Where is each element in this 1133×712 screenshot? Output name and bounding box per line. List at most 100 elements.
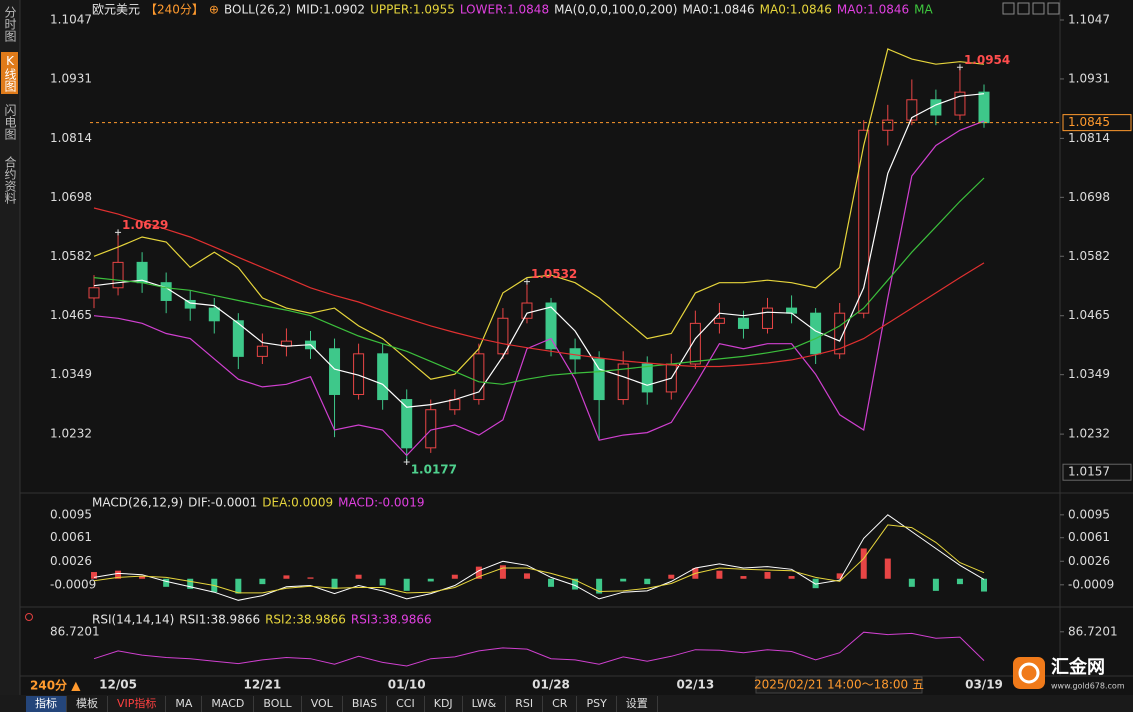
y-tick-label: 1.1047	[50, 13, 92, 27]
sidebar-bg	[0, 0, 20, 712]
macd-bar	[259, 578, 266, 585]
candle-body	[88, 287, 100, 299]
extreme-marker	[956, 64, 963, 71]
logo-mark	[1013, 657, 1045, 689]
candle-body	[882, 119, 894, 131]
y-tick-label: 1.0814	[1068, 131, 1110, 145]
macd-bar	[716, 570, 723, 579]
indicator-line	[93, 120, 985, 457]
sidebar-tab[interactable]: 分时图	[3, 6, 17, 42]
toolbar-button[interactable]: VOL	[302, 696, 343, 712]
macd-bar	[283, 575, 290, 579]
window-icons	[1002, 2, 1060, 15]
extreme-label: 1.0954	[964, 53, 1010, 67]
macd-bar	[331, 578, 338, 589]
x-tick-label: 01/10	[388, 678, 426, 692]
logo-name: 汇金网	[1051, 656, 1105, 678]
settings-icon[interactable]	[25, 613, 33, 621]
y-tick-label: 1.0931	[1068, 71, 1110, 85]
y-tick-label: 1.0232	[50, 427, 92, 441]
toolbar-button[interactable]: MACD	[202, 696, 255, 712]
toolbar-button[interactable]: KDJ	[425, 696, 463, 712]
legend-entry: MA0:1.0846	[682, 3, 754, 17]
candle-body	[184, 299, 196, 309]
y-tick-label: 1.0698	[1068, 190, 1110, 204]
last-price-label: 1.0845	[1068, 115, 1110, 129]
toolbar-button[interactable]: VIP指标	[108, 696, 167, 712]
legend-entry: DIF:-0.0001	[188, 496, 257, 510]
candle-body	[256, 345, 268, 357]
macd-bar	[548, 578, 555, 587]
macd-bar	[91, 572, 97, 579]
legend-entry: MA	[914, 3, 933, 17]
macd-bar	[596, 578, 603, 594]
x-tick-label: 03/19	[965, 678, 1003, 692]
y-tick-label: 1.0814	[50, 131, 92, 145]
macd-bar	[668, 574, 675, 579]
legend-entry: ⊕	[209, 3, 219, 17]
indicator-line	[93, 207, 985, 368]
legend-entry: MA(0,0,0,100,0,200)	[554, 3, 677, 17]
toolbar-button[interactable]: CR	[543, 696, 578, 712]
candle-body	[329, 348, 341, 395]
macd-bar	[932, 578, 939, 591]
toolbar-button[interactable]: 模板	[67, 696, 108, 712]
cursor-date-box	[755, 676, 923, 694]
macd-bar	[860, 548, 867, 579]
macd-bar	[307, 577, 314, 579]
toolbar-button[interactable]: CCI	[387, 696, 425, 712]
y-tick-label: 1.0349	[50, 367, 92, 381]
toolbar-button[interactable]: BIAS	[343, 696, 388, 712]
candle-body	[449, 399, 461, 411]
macd-bar	[235, 578, 242, 594]
indicator-line	[93, 177, 985, 385]
macd-bar	[572, 578, 579, 590]
candle-body	[545, 302, 557, 350]
y-tick-label: 0.0061	[50, 530, 92, 544]
y-tick-label: 1.0232	[1068, 427, 1110, 441]
toolbar-button[interactable]: 指标	[26, 696, 67, 712]
toolbar-button[interactable]: 设置	[617, 696, 658, 712]
x-tick-label: 01/28	[532, 678, 570, 692]
y-tick-label: 1.0582	[1068, 249, 1110, 263]
macd-bar	[908, 578, 915, 587]
sidebar-tab[interactable]: K线图	[1, 52, 18, 94]
legend-entry: MID:1.0902	[296, 3, 365, 17]
period-selector: 240分 ▲	[30, 678, 81, 693]
y-tick-label: 0.0026	[1068, 554, 1110, 568]
macd-bar	[620, 578, 627, 582]
rsi-line	[93, 631, 985, 667]
y-tick-label: 86.7201	[1068, 624, 1118, 638]
toolbar-button[interactable]: LW&	[463, 696, 507, 712]
toolbar: 指标 模板 VIP指标 MA MACD BOLL VOL BIAS CCI KDJ LW& RSI CR…	[26, 696, 658, 712]
toolbar-button[interactable]: BOLL	[254, 696, 302, 712]
macd-bar	[764, 572, 771, 579]
legend-entry: RSI3:38.9866	[351, 613, 432, 627]
legend-entry: MA0:1.0846	[837, 3, 909, 17]
y-tick-label: -0.0009	[50, 577, 96, 591]
candle-body	[810, 312, 822, 355]
legend-entry: LOWER:1.0848	[460, 3, 549, 17]
toolbar-button[interactable]: RSI	[506, 696, 544, 712]
sidebar-tab[interactable]: 合约资料	[3, 156, 17, 204]
cursor-price-box	[1062, 463, 1132, 481]
candle-body	[786, 307, 798, 314]
candle-body	[834, 312, 846, 355]
candle-body	[762, 307, 774, 329]
toolbar-bg	[0, 695, 1133, 712]
macd-bar	[884, 558, 891, 579]
candle-body	[641, 363, 653, 393]
extreme-marker	[403, 459, 410, 466]
y-tick-label: 0.0095	[1068, 507, 1110, 521]
candle-body	[689, 322, 701, 365]
legend-entry: RSI1:38.9866	[179, 613, 260, 627]
sidebar-tab[interactable]: 闪电图	[3, 104, 17, 140]
y-tick-label: 0.0095	[50, 507, 92, 521]
toolbar-button[interactable]: MA	[166, 696, 203, 712]
y-tick-label: 1.0931	[50, 71, 92, 85]
legend-entry: MACD:-0.0019	[338, 496, 424, 510]
toolbar-button[interactable]: PSY	[577, 696, 617, 712]
macd-bar	[788, 576, 795, 579]
macd-dif	[93, 514, 985, 601]
